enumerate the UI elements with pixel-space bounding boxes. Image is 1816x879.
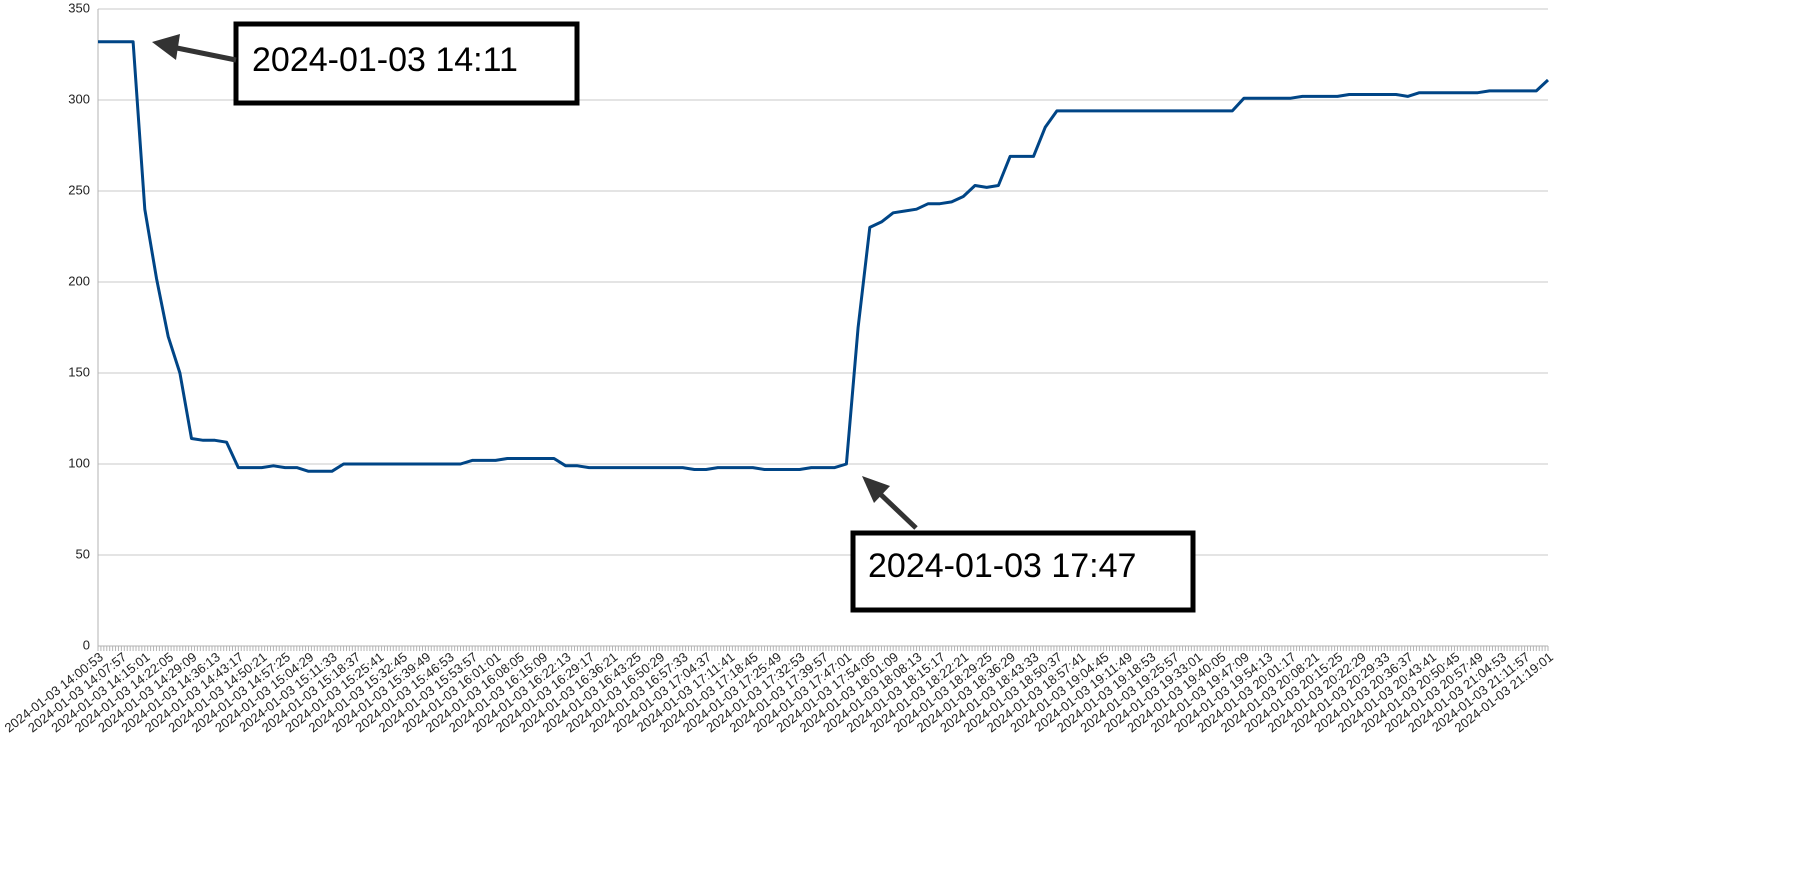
- annotation-box: [233, 21, 580, 106]
- annotation-arrowhead: [862, 476, 890, 503]
- annotation-box: [850, 530, 1196, 613]
- annotation-text: 2024-01-03 17:47: [868, 547, 1136, 585]
- y-tick-label: 350: [68, 0, 90, 15]
- y-tick-label: 200: [68, 273, 90, 288]
- y-tick-label: 100: [68, 455, 90, 470]
- annotations: 2024-01-03 14:11 2024-01-03 17:47: [152, 21, 1196, 613]
- y-tick-label: 250: [68, 182, 90, 197]
- annotation-arrowhead: [152, 34, 180, 60]
- y-tick-label: 0: [83, 637, 90, 652]
- y-tick-label: 50: [76, 546, 90, 561]
- data-line: [98, 40, 1550, 473]
- annotation-arrow: [171, 44, 237, 63]
- y-tick-label: 300: [68, 91, 90, 106]
- annotation-text: 2024-01-03 14:11: [252, 41, 518, 79]
- annotation-arrow: [873, 487, 918, 530]
- y-tick-label: 150: [68, 364, 90, 379]
